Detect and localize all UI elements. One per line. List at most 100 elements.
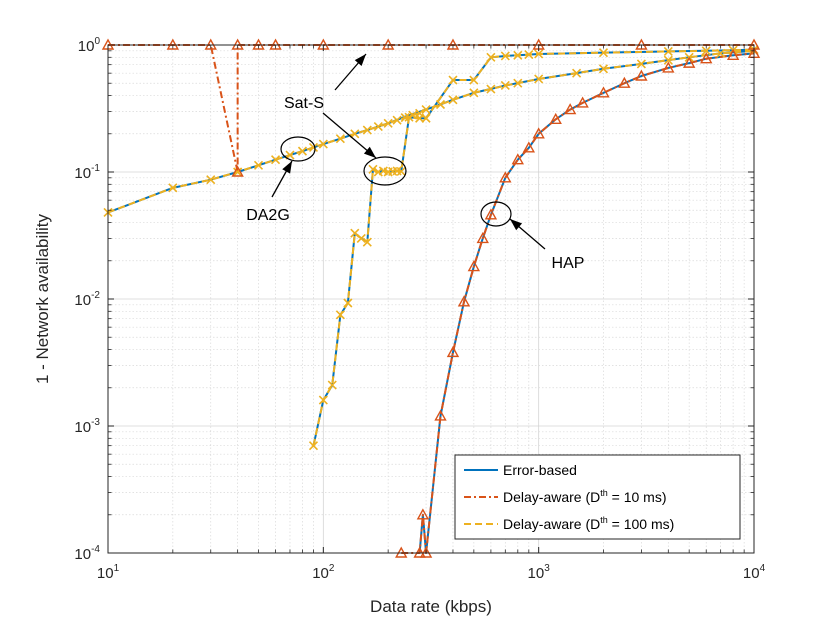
marker-triangle-hap — [532, 127, 545, 139]
marker-x-sat-s — [335, 310, 345, 320]
y-tick-exp: -1 — [91, 163, 100, 174]
marker-x-da2g — [572, 68, 582, 78]
marker-x-sat-s — [469, 75, 479, 85]
x-tick-exp: 2 — [329, 563, 335, 574]
marker-x-da2g — [233, 167, 243, 177]
marker-triangle-hap — [457, 295, 471, 307]
legend: Error-based Delay-aware (Dth = 10 ms) De… — [454, 454, 741, 540]
marker-x-sat-s — [500, 51, 510, 61]
annotation-sat-s: Sat-S — [284, 95, 324, 112]
marker-x-da2g — [270, 155, 281, 165]
annotation-layer: Sat-S DA2G HAP — [246, 53, 584, 272]
legend-entry-delay-10ms: Delay-aware (Dth = 10 ms) — [503, 488, 667, 505]
marker-x-sat-s — [486, 52, 496, 62]
annotation-hap-arrow-head — [510, 219, 523, 231]
marker-x-sat-s — [448, 75, 458, 85]
x-tick-exp: 4 — [760, 563, 766, 574]
marker-triangle-hap — [467, 260, 481, 272]
annotation-sat-s-top-arrow-head — [354, 54, 366, 67]
marker-x-da2g — [486, 84, 496, 94]
marker-x-da2g — [362, 125, 372, 135]
legend-entry-delay-100ms-sup: th — [600, 515, 608, 525]
y-tick-label: 10-4 — [74, 544, 100, 563]
marker-triangle-hap — [499, 171, 512, 183]
y-tick-exp: 0 — [94, 36, 100, 47]
marker-triangle-hap — [576, 96, 589, 108]
legend-entry-delay-10ms-sup: th — [600, 488, 608, 498]
marker-x-da2g — [435, 99, 446, 110]
legend-box — [454, 454, 741, 540]
marker-x-sat-s — [513, 50, 523, 60]
marker-x-da2g — [598, 64, 609, 74]
marker-x-da2g — [335, 134, 345, 144]
marker-x-sat-s — [598, 48, 609, 58]
marker-x-sat-s — [524, 50, 534, 60]
marker-x-da2g — [513, 78, 523, 88]
marker-x-da2g — [373, 121, 383, 132]
x-tick-base: 10 — [312, 565, 329, 582]
marker-x-da2g — [392, 115, 402, 125]
marker-x-da2g — [500, 80, 510, 91]
marker-triangle-hap — [522, 141, 536, 153]
marker-x-sat-s — [327, 380, 337, 390]
marker-triangle-hap — [484, 208, 498, 220]
marker-x-da2g — [168, 183, 178, 193]
marker-triangle-hap — [682, 56, 696, 68]
y-tick-exp: -4 — [91, 544, 100, 555]
marker-triangle-hap — [618, 76, 631, 88]
y-axis-label: 1 - Network availability — [33, 213, 52, 384]
y-tick-exp: -3 — [91, 417, 100, 428]
legend-entry-error-based: Error-based — [503, 462, 577, 478]
marker-x-da2g — [297, 146, 308, 156]
annotation-da2g-ellipse — [280, 136, 316, 162]
x-tick-label: 104 — [743, 563, 766, 582]
legend-entry-delay-100ms-text: Delay-aware (D — [503, 516, 600, 532]
y-tick-label: 100 — [78, 36, 101, 55]
marker-triangle-hap — [597, 86, 610, 98]
marker-x-da2g — [318, 139, 328, 149]
marker-x-da2g — [206, 175, 216, 185]
marker-x-sat-s — [356, 233, 366, 243]
marker-x-sat-s — [308, 441, 319, 451]
marker-x-sat-s — [343, 298, 353, 308]
marker-triangle-hap — [700, 52, 713, 64]
x-tick-label: 103 — [528, 563, 551, 582]
marker-triangle-hap — [511, 153, 524, 165]
legend-entry-error-based-text: Error-based — [503, 462, 577, 478]
marker-x-da2g — [663, 55, 673, 65]
marker-x-sat-s — [404, 112, 414, 122]
marker-x-da2g — [308, 142, 319, 153]
y-tick-label: 10-3 — [74, 417, 100, 436]
annotation-hap-ellipse — [480, 201, 512, 227]
marker-triangle-hap — [434, 409, 447, 421]
y-tick-base: 10 — [78, 38, 95, 55]
marker-triangle-hap — [416, 508, 430, 520]
y-tick-base: 10 — [74, 292, 91, 309]
marker-x-sat-s — [421, 113, 431, 123]
marker-x-sat-s — [396, 166, 406, 177]
y-tick-base: 10 — [74, 165, 91, 182]
marker-x-da2g — [383, 118, 393, 128]
marker-x-sat-s — [362, 237, 372, 247]
marker-triangle-hap — [635, 69, 648, 81]
marker-x-da2g — [534, 74, 544, 84]
x-tick-base: 10 — [97, 565, 114, 582]
marker-x-da2g — [253, 160, 264, 170]
y-tick-base: 10 — [74, 419, 91, 436]
marker-x-da2g — [469, 88, 479, 98]
annotation-da2g: DA2G — [246, 207, 290, 224]
marker-triangle-hap — [446, 345, 460, 358]
y-tick-label: 10-2 — [74, 290, 100, 309]
legend-entry-delay-10ms-text: Delay-aware (D — [503, 489, 600, 505]
marker-x-da2g — [716, 48, 726, 58]
annotation-da2g-arrow-head — [282, 161, 292, 174]
marker-x-da2g — [421, 105, 431, 115]
y-tick-base: 10 — [74, 546, 91, 563]
x-axis-label: Data rate (kbps) — [370, 597, 492, 616]
x-tick-exp: 3 — [544, 563, 550, 574]
marker-x-sat-s — [350, 228, 360, 238]
marker-triangle-hap — [549, 112, 562, 124]
series-line-sat-s-d100 — [312, 48, 755, 446]
x-tick-base: 10 — [743, 565, 760, 582]
